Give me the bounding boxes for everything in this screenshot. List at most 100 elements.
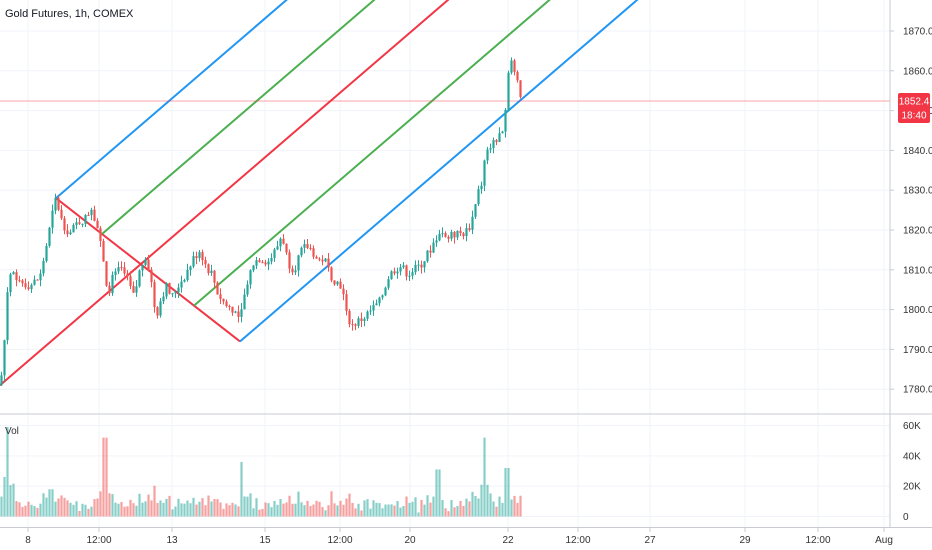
volume-bar [129, 499, 132, 517]
volume-bar [45, 497, 48, 517]
price-tick-label: 1860.0 [903, 66, 932, 77]
candle-body [243, 294, 246, 310]
candle-body [267, 261, 270, 265]
candle-body [231, 306, 234, 313]
volume-bar [327, 505, 330, 517]
volume-axis[interactable]: 60K 40K 20K 0 [903, 421, 921, 523]
volume-bar [393, 505, 396, 517]
candle-body [57, 197, 60, 210]
candle-body [102, 240, 105, 262]
candle-body [498, 133, 501, 142]
volume-bar [513, 495, 516, 517]
pitchfork-drawing[interactable] [0, 0, 760, 386]
candle-body [24, 283, 27, 288]
candle-body [75, 222, 78, 225]
volume-bar [483, 437, 486, 517]
volume-bar [42, 493, 45, 517]
candle-body [279, 238, 282, 247]
candle-body [270, 257, 273, 262]
candle-body [423, 261, 426, 268]
volume-bar [162, 502, 165, 517]
candle-body [219, 294, 222, 299]
volume-bar [87, 508, 90, 517]
candle-body [297, 255, 300, 271]
candle-body [222, 298, 225, 302]
volume-bar [519, 495, 522, 517]
volume-bar [420, 499, 423, 517]
volume-bar [471, 491, 474, 517]
volume-bar [237, 506, 240, 517]
time-axis[interactable]: 8 12:00 13 15 12:00 20 22 12:00 27 29 12:00 Aug [25, 528, 893, 546]
volume-bar [300, 502, 303, 517]
candle-body [36, 279, 39, 281]
volume-bar [417, 512, 420, 517]
price-badge: 1852.4 18:40 [898, 93, 930, 124]
volume-bar [153, 485, 156, 517]
candle-body [210, 270, 213, 274]
volume-bar [123, 506, 126, 517]
time-tick-label: 27 [644, 535, 656, 546]
volume-bar [96, 498, 99, 517]
volume-bar [288, 495, 291, 517]
candle-body [177, 287, 180, 293]
volume-bar [321, 507, 324, 517]
price-axis[interactable]: 1780.0 1790.0 1800.0 1810.0 1820.0 1830.0 1840… [890, 27, 932, 396]
candle-body [162, 296, 165, 302]
volume-series [0, 427, 522, 517]
price-badge-value: 1852.4 [899, 97, 930, 108]
candle-body [510, 60, 513, 73]
volume-bar [495, 506, 498, 517]
volume-bar [282, 503, 285, 517]
candle-body [0, 375, 3, 386]
volume-bar [60, 495, 63, 517]
pitchfork-outer-lower [239, 0, 639, 343]
candle-body [198, 252, 201, 259]
volume-tick-label: 40K [903, 451, 921, 462]
volume-bar [246, 496, 249, 517]
candle-body [507, 72, 510, 110]
volume-bar [69, 502, 72, 517]
candle-body [78, 222, 81, 224]
volume-bar [81, 503, 84, 517]
candle-body [363, 318, 366, 322]
volume-bar [150, 500, 153, 517]
symbol-title: Gold Futures, 1h, COMEX [5, 8, 134, 20]
candle-body [33, 279, 36, 285]
candle-body [93, 209, 96, 221]
candle-body [96, 220, 99, 229]
volume-bar [135, 505, 138, 517]
volume-bar [402, 506, 405, 517]
candle-body [519, 80, 522, 98]
volume-bar [285, 502, 288, 517]
volume-bar [168, 495, 171, 517]
volume-bar [201, 498, 204, 517]
candle-body [516, 71, 519, 81]
candle-body [165, 282, 168, 297]
volume-bar [231, 502, 234, 517]
volume-bar [156, 502, 159, 517]
volume-bar [360, 510, 363, 517]
candle-body [312, 248, 315, 257]
candle-body [18, 280, 21, 282]
candle-body [492, 140, 495, 149]
volume-bar [243, 496, 246, 517]
volume-tick-label: 0 [903, 512, 909, 523]
candle-body [393, 271, 396, 274]
volume-bar [33, 506, 36, 517]
candle-body [444, 233, 447, 237]
candle-body [216, 282, 219, 295]
candle-body [81, 223, 84, 225]
volume-bar [147, 494, 150, 517]
candle-body [294, 270, 297, 273]
volume-bar [318, 501, 321, 517]
price-badge-countdown: 18:40 [901, 111, 926, 122]
volume-bar [180, 503, 183, 517]
candle-body [480, 185, 483, 190]
candle-body [372, 305, 375, 311]
candle-body [204, 260, 207, 265]
volume-bar [267, 503, 270, 517]
candle-body [408, 275, 411, 277]
candle-body [384, 287, 387, 296]
candle-body [129, 276, 132, 286]
